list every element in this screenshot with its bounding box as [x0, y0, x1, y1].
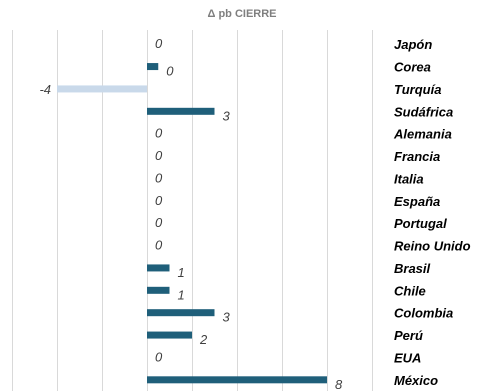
category-label: Sudáfrica [394, 104, 453, 119]
category-label: Francia [394, 149, 440, 164]
category-label: Chile [394, 283, 426, 298]
value-label: 0 [155, 238, 163, 253]
category-label: Turquía [394, 82, 441, 97]
category-label: Alemania [393, 127, 452, 142]
category-label: Colombia [394, 306, 453, 321]
category-label: EUA [394, 350, 421, 365]
category-label: Japón [394, 37, 432, 52]
value-label: 0 [155, 349, 163, 364]
value-label: 0 [155, 215, 163, 230]
bar [147, 286, 170, 294]
value-label: 8 [335, 377, 343, 391]
category-label: Brasil [394, 261, 431, 276]
category-label: Portugal [394, 216, 447, 231]
category-label: Corea [394, 60, 431, 75]
value-label: 1 [178, 287, 185, 302]
value-label: 3 [223, 108, 231, 123]
category-label: Perú [394, 328, 423, 343]
bar [147, 63, 159, 71]
category-label: Italia [394, 171, 424, 186]
value-label: 0 [155, 170, 163, 185]
bar [147, 309, 215, 317]
category-label: México [394, 373, 438, 388]
bar [147, 107, 215, 115]
category-label: Reino Unido [394, 239, 471, 254]
bars [57, 63, 327, 384]
value-label: 0 [155, 193, 163, 208]
value-label: 0 [155, 36, 163, 51]
value-label: 3 [223, 310, 231, 325]
category-labels: Japón Corea Turquía Sudáfrica Alemania Franci… [393, 37, 471, 388]
bar [147, 331, 192, 339]
value-label: 0 [155, 148, 163, 163]
value-label: 1 [178, 265, 185, 280]
value-label: 0 [166, 64, 174, 79]
value-label: 0 [155, 126, 163, 141]
chart-title: Δ pb CIERRE [207, 8, 276, 20]
bar [147, 376, 327, 384]
gridlines [12, 30, 373, 391]
value-label: -4 [39, 82, 51, 97]
category-label: España [394, 194, 440, 209]
bar [57, 85, 147, 93]
bar [147, 264, 170, 272]
value-label: 2 [199, 332, 208, 347]
